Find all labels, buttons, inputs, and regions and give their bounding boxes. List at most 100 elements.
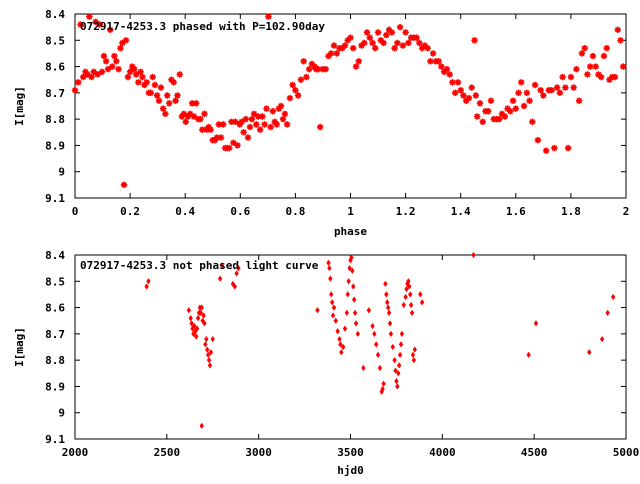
data-point — [350, 44, 357, 52]
data-point — [180, 110, 188, 118]
data-point — [194, 325, 200, 332]
data-point — [149, 73, 156, 81]
data-point — [551, 144, 558, 152]
top-x-tick-label: 0.4 — [175, 205, 195, 218]
bottom-x-tick-label: 5000 — [613, 446, 640, 459]
top-x-tick-label: 0.8 — [285, 205, 305, 218]
data-point — [418, 291, 423, 298]
data-point — [104, 66, 112, 73]
data-point — [402, 29, 409, 36]
data-point — [277, 102, 285, 110]
data-point — [374, 341, 379, 348]
top-y-tick-label: 8.7 — [45, 87, 65, 100]
data-point — [567, 73, 575, 81]
data-point — [556, 89, 564, 97]
data-point — [518, 79, 525, 86]
data-point — [259, 113, 266, 120]
data-point — [199, 304, 204, 311]
data-point — [589, 52, 597, 60]
data-point — [408, 301, 414, 309]
data-point — [559, 73, 566, 81]
data-point — [479, 118, 486, 125]
data-point — [587, 349, 592, 356]
data-point — [435, 58, 442, 65]
data-point — [328, 50, 335, 57]
data-point — [242, 115, 250, 123]
data-point — [297, 76, 305, 83]
data-point — [202, 320, 207, 327]
data-point — [537, 87, 544, 94]
data-point — [474, 113, 481, 120]
data-point — [88, 73, 95, 81]
data-point — [232, 118, 239, 125]
top-y-tick-label: 8.4 — [45, 8, 65, 21]
data-point — [526, 97, 533, 104]
data-point — [203, 341, 208, 348]
data-point — [397, 362, 402, 369]
data-point — [540, 92, 547, 99]
data-point — [372, 44, 379, 52]
data-point — [75, 79, 82, 86]
data-point — [341, 42, 349, 49]
top-x-tick-label: 1.8 — [561, 205, 581, 218]
data-point — [355, 330, 361, 337]
data-point — [174, 92, 181, 99]
data-point — [244, 134, 252, 141]
data-point — [363, 29, 371, 36]
data-point — [509, 97, 517, 104]
data-point — [515, 89, 522, 97]
data-point — [352, 296, 357, 303]
data-point — [330, 42, 338, 49]
data-point — [520, 102, 528, 110]
data-point — [529, 118, 536, 125]
data-point — [131, 66, 138, 73]
data-point — [375, 351, 381, 359]
data-point — [182, 118, 189, 125]
data-point — [190, 113, 198, 120]
bottom-x-tick-label: 4500 — [521, 446, 548, 459]
data-point — [273, 121, 280, 128]
data-point — [553, 84, 561, 91]
data-point — [124, 73, 132, 81]
data-point — [377, 364, 383, 372]
data-point — [351, 283, 356, 290]
data-point — [113, 58, 120, 65]
data-point — [102, 58, 110, 65]
data-point — [250, 110, 258, 118]
data-point — [578, 50, 586, 57]
data-point — [137, 68, 144, 76]
top-y-tick-label: 8.5 — [45, 34, 65, 47]
data-point — [217, 275, 223, 282]
top-x-axis-label: phase — [334, 225, 367, 238]
data-point — [166, 100, 173, 107]
data-point — [232, 283, 237, 290]
bottom-y-tick-label: 8.4 — [45, 249, 65, 262]
data-point — [380, 385, 385, 393]
data-point — [454, 79, 462, 86]
data-point — [372, 330, 377, 337]
bottom-chart: 2000 2500 3000 3500 4000 4500 5000 8.4 8.5 8.6 8.7… — [13, 249, 639, 477]
data-point — [159, 105, 167, 112]
data-point — [534, 136, 542, 144]
data-point — [230, 139, 237, 146]
top-y-tick-label: 8.8 — [45, 113, 65, 126]
data-point — [352, 63, 360, 70]
data-point — [98, 68, 106, 76]
data-point — [410, 351, 416, 359]
data-point — [265, 13, 272, 20]
bottom-x-tick-label: 2000 — [62, 446, 89, 459]
data-point — [305, 66, 313, 73]
data-point — [429, 50, 437, 57]
bottom-y-tick-label: 8.6 — [45, 302, 65, 315]
data-point — [186, 307, 192, 314]
data-point — [340, 343, 346, 351]
data-point — [403, 293, 408, 301]
data-point — [599, 335, 605, 343]
data-point — [201, 110, 208, 118]
top-y-tick-label: 9.1 — [45, 192, 65, 205]
data-point — [412, 346, 417, 353]
bottom-x-tick-label: 3000 — [245, 446, 272, 459]
data-point — [77, 21, 84, 28]
data-point — [385, 299, 390, 306]
data-point — [446, 71, 453, 78]
